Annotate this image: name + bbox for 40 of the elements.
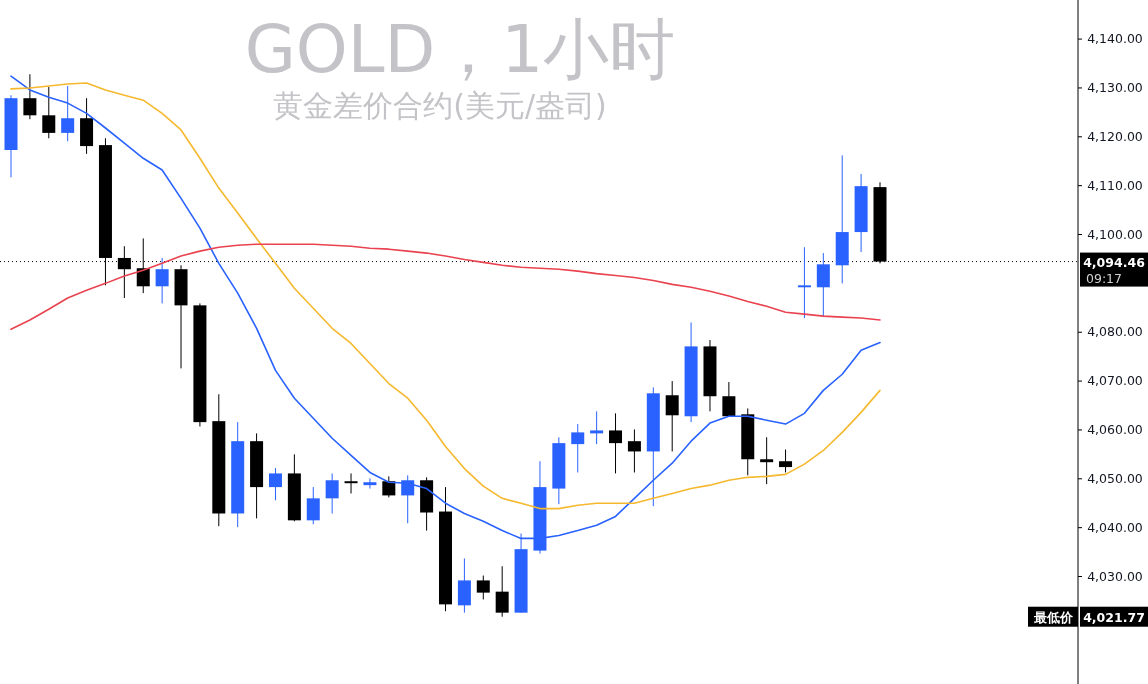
candlestick xyxy=(306,486,320,525)
y-tick-label: 4,060.00 xyxy=(1087,421,1143,437)
y-tick-label: 4,140.00 xyxy=(1087,31,1143,47)
candlestick xyxy=(495,565,509,618)
candlestick xyxy=(571,423,585,473)
y-tick-label: 4,130.00 xyxy=(1087,79,1143,95)
y-tick-label: 4,070.00 xyxy=(1087,373,1143,389)
candlestick xyxy=(797,246,811,319)
candlestick xyxy=(344,472,358,494)
candlestick xyxy=(590,410,604,445)
chart-title: GOLD，1小时 xyxy=(244,11,676,88)
candlestick xyxy=(722,381,736,417)
y-tick-label: 4,100.00 xyxy=(1087,226,1143,242)
candlestick xyxy=(816,252,830,318)
candlestick xyxy=(665,380,679,452)
candlestick xyxy=(155,257,169,304)
candlestick xyxy=(779,448,793,473)
y-tick-label: 4,030.00 xyxy=(1087,568,1143,584)
candlestick xyxy=(42,86,56,139)
text: 4,021.77 xyxy=(1083,609,1145,625)
candlestick xyxy=(268,467,282,501)
y-tick-label: 4,080.00 xyxy=(1087,324,1143,340)
candlestick xyxy=(609,412,623,474)
text: 黄金差价合约(美元/盎司) xyxy=(273,88,607,123)
candlestick xyxy=(382,475,396,498)
y-tick-label: 4,050.00 xyxy=(1087,470,1143,486)
candlestick xyxy=(325,472,339,514)
candlestick xyxy=(760,436,774,485)
candlestick xyxy=(363,477,377,490)
y-tick-label: 4,120.00 xyxy=(1087,128,1143,144)
text: 09:17 xyxy=(1086,270,1123,286)
y-tick-label: 4,110.00 xyxy=(1087,177,1143,193)
ref-line-label: 4,094.46 xyxy=(1083,254,1146,270)
candlestick xyxy=(627,428,641,473)
y-tick-label: 4,040.00 xyxy=(1087,519,1143,535)
line-series xyxy=(10,243,881,331)
text: 最低价 xyxy=(1032,609,1074,625)
candlestick xyxy=(61,85,75,142)
candlestick xyxy=(23,73,37,120)
candlestick xyxy=(476,575,490,600)
